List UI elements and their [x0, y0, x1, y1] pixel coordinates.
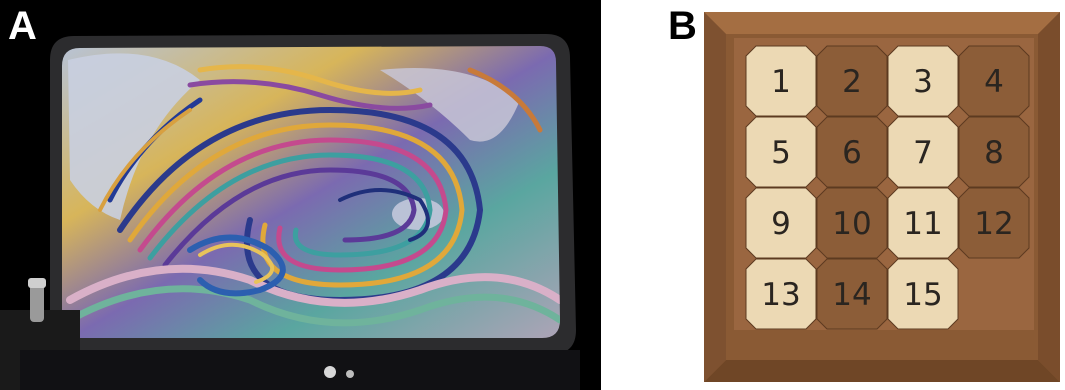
soap-film-illustration	[0, 34, 580, 390]
tile-number: 5	[771, 135, 791, 171]
tile-number: 2	[842, 64, 862, 100]
tile-number: 3	[913, 64, 933, 100]
puzzle-tile[interactable]: 3	[887, 45, 959, 117]
puzzle-tile[interactable]: 15	[887, 258, 959, 330]
puzzle-tile[interactable]: 7	[887, 116, 959, 188]
sliding-puzzle-photo: 1 2 3 4 5 6 7 8 9 10 11 12 13 14 15	[700, 8, 1062, 386]
tile-number: 12	[974, 206, 1013, 242]
puzzle-tile[interactable]: 1	[745, 45, 817, 117]
puzzle-tile[interactable]: 13	[745, 258, 817, 330]
tile-number: 11	[903, 206, 942, 242]
panel-b-label: B	[668, 4, 697, 48]
puzzle-tile[interactable]: 10	[816, 187, 888, 259]
puzzle-tile[interactable]: 5	[745, 116, 817, 188]
tile-number: 7	[913, 135, 933, 171]
tile-number: 14	[832, 277, 871, 313]
apparatus-post	[30, 282, 44, 322]
puzzle-tile[interactable]: 8	[958, 116, 1030, 188]
puzzle-tile[interactable]: 4	[958, 45, 1030, 117]
tile-number: 13	[761, 277, 800, 313]
soap-film-photo	[0, 0, 601, 390]
tile-number: 10	[832, 206, 871, 242]
tile-number: 1	[771, 64, 791, 100]
puzzle-tile[interactable]: 11	[887, 187, 959, 259]
puzzle-tile[interactable]: 9	[745, 187, 817, 259]
tile-number: 8	[984, 135, 1004, 171]
tile-number: 4	[984, 64, 1004, 100]
puzzle-tile[interactable]: 12	[958, 187, 1030, 259]
tile-number: 15	[903, 277, 942, 313]
puzzle-tile[interactable]: 2	[816, 45, 888, 117]
panel-a-label: A	[8, 4, 37, 48]
puzzle-tile[interactable]: 14	[816, 258, 888, 330]
puzzle-tile[interactable]: 6	[816, 116, 888, 188]
tile-number: 6	[842, 135, 862, 171]
tile-number: 9	[771, 206, 791, 242]
